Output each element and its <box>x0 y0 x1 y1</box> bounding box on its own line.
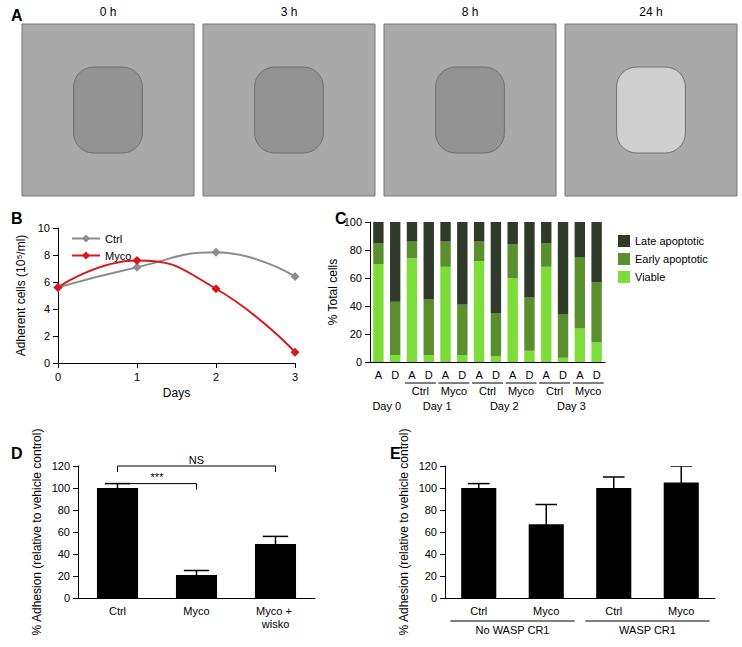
svg-text:D: D <box>458 369 466 381</box>
svg-text:% Adhesion (relative to vehicl: % Adhesion (relative to vehicle control) <box>30 429 44 636</box>
svg-text:Ctrl: Ctrl <box>109 605 126 617</box>
svg-text:80: 80 <box>58 504 70 516</box>
svg-text:Day 3: Day 3 <box>557 400 586 412</box>
svg-text:Myco: Myco <box>441 385 467 397</box>
svg-text:Myco: Myco <box>183 605 209 617</box>
svg-text:D: D <box>525 369 533 381</box>
svg-text:0: 0 <box>64 592 70 604</box>
svg-text:A: A <box>576 369 584 381</box>
svg-text:C: C <box>335 210 347 227</box>
svg-text:100: 100 <box>419 482 437 494</box>
svg-text:Days: Days <box>163 386 190 400</box>
svg-text:8: 8 <box>44 249 50 261</box>
svg-text:Ctrl: Ctrl <box>605 605 622 617</box>
svg-text:60: 60 <box>58 526 70 538</box>
svg-text:wisko: wisko <box>261 618 290 630</box>
svg-text:0: 0 <box>431 592 437 604</box>
svg-text:6: 6 <box>44 276 50 288</box>
svg-text:20: 20 <box>350 328 362 340</box>
svg-text:2: 2 <box>44 330 50 342</box>
svg-text:0: 0 <box>55 371 61 383</box>
svg-text:3: 3 <box>292 371 298 383</box>
svg-text:0 h: 0 h <box>100 5 117 19</box>
svg-text:WASP CR1: WASP CR1 <box>619 624 676 636</box>
svg-text:Day 2: Day 2 <box>490 400 519 412</box>
svg-text:Ctrl: Ctrl <box>479 385 496 397</box>
svg-text:120: 120 <box>419 460 437 472</box>
svg-text:60: 60 <box>425 526 437 538</box>
svg-text:A: A <box>543 369 551 381</box>
svg-text:20: 20 <box>58 570 70 582</box>
svg-text:Ctrl: Ctrl <box>470 605 487 617</box>
svg-text:40: 40 <box>425 548 437 560</box>
svg-text:2: 2 <box>213 371 219 383</box>
svg-text:Myco: Myco <box>533 605 559 617</box>
svg-text:Day 1: Day 1 <box>423 400 452 412</box>
svg-text:Myco: Myco <box>105 250 131 262</box>
svg-text:D: D <box>391 369 399 381</box>
svg-text:No WASP CR1: No WASP CR1 <box>476 624 550 636</box>
svg-text:40: 40 <box>58 548 70 560</box>
svg-text:Myco +: Myco + <box>256 605 295 617</box>
svg-text:8 h: 8 h <box>462 5 479 19</box>
svg-text:0: 0 <box>44 357 50 369</box>
svg-text:A: A <box>375 369 383 381</box>
svg-text:D: D <box>11 445 23 462</box>
svg-text:Early apoptotic: Early apoptotic <box>635 253 708 265</box>
svg-text:Ctrl: Ctrl <box>105 233 122 245</box>
svg-text:% Total cells: % Total cells <box>326 259 340 325</box>
svg-text:4: 4 <box>44 303 50 315</box>
svg-text:120: 120 <box>52 460 70 472</box>
svg-text:100: 100 <box>343 216 362 228</box>
svg-text:D: D <box>593 369 601 381</box>
svg-text:Adherent cells (10⁵/ml): Adherent cells (10⁵/ml) <box>14 235 28 357</box>
svg-text:Late apoptotic: Late apoptotic <box>635 235 705 247</box>
svg-text:0: 0 <box>356 356 362 368</box>
svg-text:Myco: Myco <box>668 605 694 617</box>
svg-text:E: E <box>390 445 401 462</box>
svg-text:Myco: Myco <box>508 385 534 397</box>
svg-text:D: D <box>492 369 500 381</box>
svg-text:24 h: 24 h <box>639 5 662 19</box>
svg-text:10: 10 <box>38 222 50 234</box>
svg-text:A: A <box>509 369 517 381</box>
svg-text:A: A <box>408 369 416 381</box>
svg-text:3 h: 3 h <box>281 5 298 19</box>
svg-text:20: 20 <box>425 570 437 582</box>
svg-text:D: D <box>559 369 567 381</box>
svg-text:% Adhesion (relative to vehicl: % Adhesion (relative to vehicle control) <box>397 428 411 636</box>
svg-text:Viable: Viable <box>635 271 665 283</box>
svg-text:Ctrl: Ctrl <box>412 385 429 397</box>
svg-text:60: 60 <box>350 272 362 284</box>
svg-text:A: A <box>475 369 483 381</box>
svg-text:***: *** <box>151 471 165 483</box>
svg-text:100: 100 <box>52 482 70 494</box>
svg-text:NS: NS <box>189 454 204 466</box>
svg-text:A: A <box>442 369 450 381</box>
svg-text:40: 40 <box>350 300 362 312</box>
svg-text:Myco: Myco <box>575 385 601 397</box>
svg-text:D: D <box>425 369 433 381</box>
svg-text:1: 1 <box>134 371 140 383</box>
svg-text:Day 0: Day 0 <box>372 400 401 412</box>
svg-text:B: B <box>11 210 23 227</box>
svg-text:80: 80 <box>350 244 362 256</box>
svg-text:Ctrl: Ctrl <box>546 385 563 397</box>
svg-text:A: A <box>11 7 23 24</box>
svg-text:80: 80 <box>425 504 437 516</box>
